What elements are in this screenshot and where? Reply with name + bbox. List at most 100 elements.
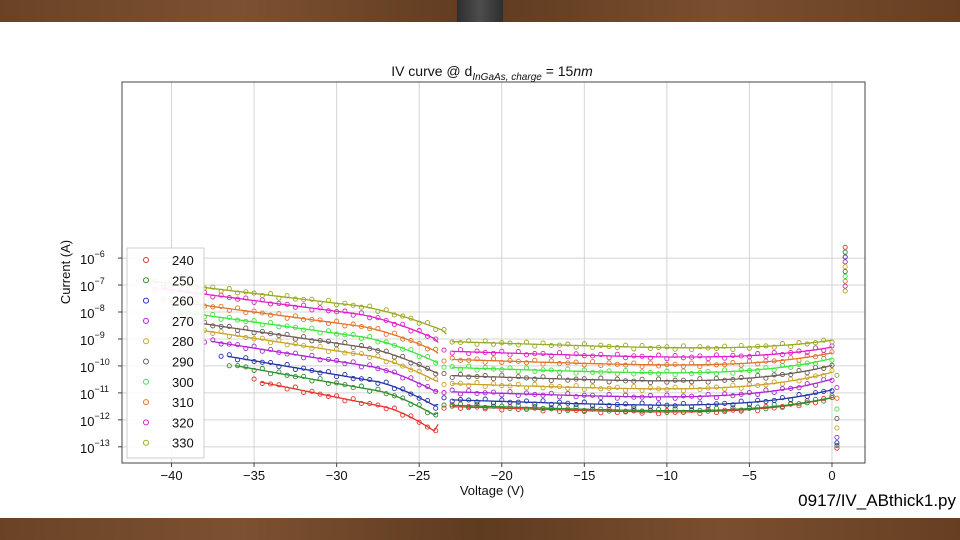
data-point [829,339,835,345]
data-point [722,400,728,406]
data-point [556,384,563,390]
data-point [309,388,315,394]
data-point [680,343,686,349]
data-point [251,290,257,296]
data-point [689,379,695,385]
data-point [334,331,340,337]
data-point [284,323,290,329]
data-point [672,384,678,390]
data-point [722,386,728,392]
data-point [416,320,422,326]
data-point [449,403,455,409]
data-point [383,331,389,337]
data-point [400,336,406,342]
data-point [383,379,389,385]
data-point [556,342,563,348]
data-point [804,374,810,380]
data-point [581,399,587,405]
data-point [730,402,736,408]
data-point [268,312,274,318]
legend-label: 320 [172,415,194,430]
data-point [639,408,645,414]
data-point [705,403,711,409]
data-point [680,377,686,383]
data-point [672,361,678,367]
data-point [565,408,571,414]
data-point [466,357,472,363]
data-point [548,377,554,384]
series-320 [152,283,848,391]
data-point [565,341,571,347]
data-point [713,352,719,358]
data-point [623,387,629,393]
ticks-layer: −40 −35 −30 −25 −20 −15 −10 −5 0 10−6 10−7 10−8 10−9… [80,249,836,483]
data-point [449,387,455,393]
data-point [697,369,703,376]
data-point [243,364,249,370]
data-point [573,394,579,400]
data-point [532,376,538,382]
data-point [697,394,703,401]
data-point [449,364,455,370]
data-point [565,360,571,366]
data-point [301,302,307,308]
data-point [623,367,629,374]
data-point [590,378,596,384]
data-point [358,335,364,342]
data-point [466,363,472,369]
data-point [408,413,414,419]
data-point [325,380,331,387]
data-point [821,373,827,379]
data-point [532,368,538,374]
data-point [606,368,612,374]
series-310 [160,278,848,401]
data-point [614,395,620,401]
data-point [746,368,752,374]
data-point [342,340,348,346]
data-point [738,407,744,413]
data-point [523,352,530,358]
data-point [251,308,257,314]
data-point [656,352,662,358]
data-point [829,367,835,374]
iv-curve-chart: −40 −35 −30 −25 −20 −15 −10 −5 0 10−6 10−7 10−8 10−9… [58,63,866,498]
data-point [842,273,848,279]
data-point [284,361,290,368]
data-point [573,407,579,413]
data-point [342,308,348,314]
data-point [325,320,331,327]
data-point [276,324,282,330]
data-point [606,379,612,385]
data-point [243,289,249,295]
data-point [812,345,819,351]
data-point [251,318,257,324]
data-point [259,348,265,354]
data-point [490,366,497,372]
data-point [499,397,505,403]
data-point [474,367,480,373]
data-point [301,389,307,395]
data-point [325,338,331,344]
data-point [672,352,678,359]
data-point [251,358,257,365]
data-point [400,395,406,401]
data-point [276,333,282,339]
data-point [730,382,736,388]
data-point [383,317,389,324]
data-point [391,405,397,411]
data-point [482,373,488,379]
data-point [235,327,241,333]
data-point [581,362,587,368]
data-point [647,355,653,361]
data-point [796,340,802,346]
data-point [730,352,736,358]
data-point [243,345,249,351]
data-point [647,404,653,410]
data-point [581,367,587,373]
data-point [664,368,670,374]
data-point [226,295,232,301]
legend-label: 260 [172,294,194,309]
data-point [218,323,224,329]
data-point [301,296,307,302]
data-point [614,351,620,357]
